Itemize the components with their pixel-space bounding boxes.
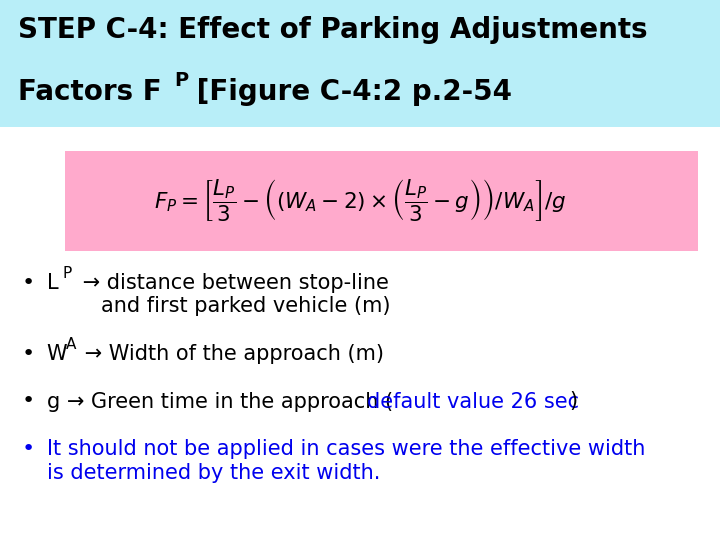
Text: •: • [22,392,35,411]
Text: → Width of the approach (m): → Width of the approach (m) [78,344,384,364]
Text: g → Green time in the approach (: g → Green time in the approach ( [47,392,393,411]
Text: •: • [22,344,35,364]
Text: → distance between stop-line: → distance between stop-line [76,273,389,293]
Text: Factors F: Factors F [18,78,161,106]
Text: P: P [63,266,72,281]
Text: is determined by the exit width.: is determined by the exit width. [47,463,380,483]
Text: default value 26 sec: default value 26 sec [367,392,580,411]
Text: L: L [47,273,58,293]
Text: and first parked vehicle (m): and first parked vehicle (m) [101,296,390,316]
Text: P: P [174,71,189,90]
FancyBboxPatch shape [65,151,698,251]
Text: •: • [22,439,35,459]
Text: A: A [66,337,76,352]
Text: [Figure C-4:2 p.2-54: [Figure C-4:2 p.2-54 [187,78,512,106]
Text: ): ) [570,392,577,411]
Text: W: W [47,344,68,364]
Text: STEP C-4: Effect of Parking Adjustments: STEP C-4: Effect of Parking Adjustments [18,16,647,44]
Text: It should not be applied in cases were the effective width: It should not be applied in cases were t… [47,439,645,459]
Text: $\mathit{F}_{\mathit{P}} = \left[\dfrac{\mathit{L}_{\mathit{P}}}{3} - \left((\ma: $\mathit{F}_{\mathit{P}} = \left[\dfrac{… [153,178,567,224]
Text: •: • [22,273,35,293]
FancyBboxPatch shape [0,0,720,127]
